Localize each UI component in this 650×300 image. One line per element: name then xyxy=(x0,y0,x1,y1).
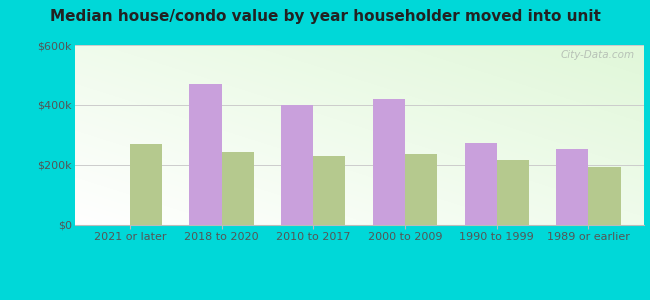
Bar xyxy=(465,142,497,225)
Bar xyxy=(313,156,345,225)
Bar xyxy=(556,148,588,225)
Bar xyxy=(281,105,313,225)
Bar xyxy=(189,84,222,225)
Bar xyxy=(497,160,529,225)
Text: Median house/condo value by year householder moved into unit: Median house/condo value by year househo… xyxy=(49,9,601,24)
Bar xyxy=(130,144,162,225)
Text: City-Data.com: City-Data.com xyxy=(561,50,635,60)
Bar xyxy=(222,152,254,225)
Bar xyxy=(588,167,621,225)
Bar xyxy=(405,154,437,225)
Bar xyxy=(373,99,405,225)
